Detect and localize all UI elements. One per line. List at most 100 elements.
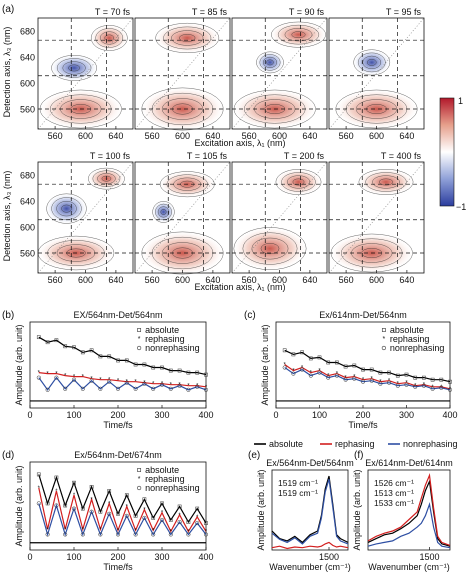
- data-point-rephasing: *: [170, 529, 173, 535]
- data-point-absolute: [124, 493, 129, 497]
- data-point-absolute: [352, 363, 357, 368]
- data-point-absolute: [343, 364, 348, 369]
- twod-map-panel: T = 95 fs 560 600 640: [328, 7, 425, 141]
- data-point-absolute: [413, 375, 418, 380]
- data-point-absolute: [308, 356, 313, 361]
- data-point-absolute: [177, 504, 182, 509]
- twod-map-panel: T = 85 fs 560 600 640: [134, 7, 231, 141]
- data-point-nonrephasing: [168, 532, 173, 537]
- data-point-rephasing: *: [310, 371, 313, 377]
- y-tick-label: 560: [20, 249, 35, 259]
- panel-letter-c: (c): [244, 310, 256, 321]
- contour-line: [287, 175, 310, 189]
- series-line-nonrephasing: [38, 503, 207, 537]
- data-point-nonrephasing: [63, 386, 68, 391]
- chart-frame: [271, 469, 349, 551]
- maps-row1-ylabel: Detection axis, λ₃ (nm): [2, 27, 12, 118]
- chart-f: Ex/614nm-Det/614nm Wavenumber (cm⁻¹) Ampli…: [352, 458, 453, 572]
- y-tick-label: 640: [20, 52, 35, 62]
- data-point-nonrephasing: [151, 532, 156, 537]
- data-point-rephasing: *: [327, 374, 330, 380]
- diagonal-line: [37, 161, 134, 274]
- positive-peak: [90, 24, 129, 52]
- contour-line: [292, 178, 305, 186]
- peak-annotation: 1533 cm⁻¹: [374, 498, 414, 508]
- x-tick-label: 560: [145, 131, 160, 141]
- contour-line: [233, 227, 307, 270]
- data-point-nonrephasing: [133, 532, 138, 537]
- data-point-absolute: [54, 338, 59, 343]
- data-point-rephasing: *: [371, 377, 374, 383]
- data-point-rephasing: *: [117, 379, 120, 385]
- positive-peak: [274, 168, 323, 196]
- contour-line: [152, 201, 175, 223]
- diagonal-line: [37, 17, 134, 130]
- data-point-nonrephasing: [124, 380, 129, 385]
- data-point-nonrephasing: [308, 373, 313, 378]
- contour-line: [100, 31, 119, 45]
- peak-annotation: 1519 cm⁻¹: [278, 488, 318, 498]
- data-point-nonrephasing: [142, 515, 147, 520]
- data-point-nonrephasing: [334, 373, 339, 378]
- data-point-absolute: [89, 348, 94, 353]
- diagonal-line: [231, 17, 328, 130]
- chart-title: EX/564nm-Det/564nm: [73, 310, 162, 320]
- series-line-absolute: [38, 474, 207, 524]
- data-point-nonrephasing: [159, 517, 165, 523]
- data-point-absolute: [36, 472, 41, 477]
- data-point-absolute: [160, 365, 164, 370]
- data-point-nonrephasing: [195, 384, 200, 389]
- data-point-absolute: [300, 350, 304, 355]
- legend-marker-nonrephasing: [137, 485, 142, 491]
- maps-row2-xlabel: Excitation axis, λ₁ (nm): [194, 282, 285, 292]
- legend-marker-absolute: [381, 328, 386, 332]
- contour-line: [379, 178, 393, 186]
- data-point-nonrephasing: [54, 375, 59, 380]
- data-point-absolute: [142, 497, 147, 502]
- contour-line: [56, 58, 92, 78]
- data-point-nonrephasing: [404, 382, 409, 387]
- panel-letter-f: (f): [354, 450, 363, 461]
- data-point-absolute: [369, 367, 374, 372]
- y-tick-label: 680: [20, 26, 35, 36]
- data-point-nonrephasing: [177, 383, 182, 388]
- contour-line: [90, 25, 128, 51]
- x-tick-label: 100: [66, 410, 81, 420]
- x-tick-label: 560: [242, 131, 257, 141]
- data-point-absolute: [430, 377, 435, 382]
- x-tick-label: 640: [205, 131, 220, 141]
- data-point-nonrephasing: [80, 532, 85, 537]
- contour-line: [358, 169, 414, 195]
- twod-map-panel: T = 400 fs 560 600 640: [328, 151, 425, 285]
- peak-annotation: 1519 cm⁻¹: [278, 478, 318, 488]
- legend-marker-rephasing: *: [138, 476, 141, 483]
- peak-annotation: 1513 cm⁻¹: [374, 488, 414, 498]
- data-point-rephasing: *: [379, 380, 382, 386]
- data-point-absolute: [45, 501, 50, 506]
- data-point-rephasing: *: [73, 493, 76, 499]
- x-tick-label: 600: [78, 275, 93, 285]
- data-point-nonrephasing: [36, 375, 41, 380]
- contour-line: [291, 31, 306, 38]
- data-point-nonrephasing: [36, 501, 41, 506]
- data-point-rephasing: *: [292, 369, 295, 375]
- data-point-nonrephasing: [195, 521, 200, 526]
- contour-line: [281, 172, 316, 192]
- data-point-absolute: [395, 373, 400, 378]
- contour-line: [242, 232, 298, 265]
- contour-line: [161, 242, 204, 264]
- map-title: T = 95 fs: [386, 7, 422, 17]
- contour-line: [155, 23, 220, 53]
- data-point-absolute: [63, 503, 68, 508]
- x-tick-label: 560: [48, 131, 63, 141]
- data-point-rephasing: *: [178, 513, 181, 519]
- data-point-rephasing: *: [82, 527, 85, 533]
- data-point-rephasing: *: [38, 486, 41, 492]
- panel-letter-a: (a): [2, 4, 14, 15]
- x-tick-label: 640: [399, 131, 414, 141]
- series-line-nonrephasing: [38, 376, 207, 391]
- x-tick-label: 1500: [319, 552, 339, 562]
- contour-line: [62, 61, 86, 75]
- legend-label-nonrephasing: nonrephasing: [145, 343, 200, 353]
- diagonal-line: [328, 17, 425, 130]
